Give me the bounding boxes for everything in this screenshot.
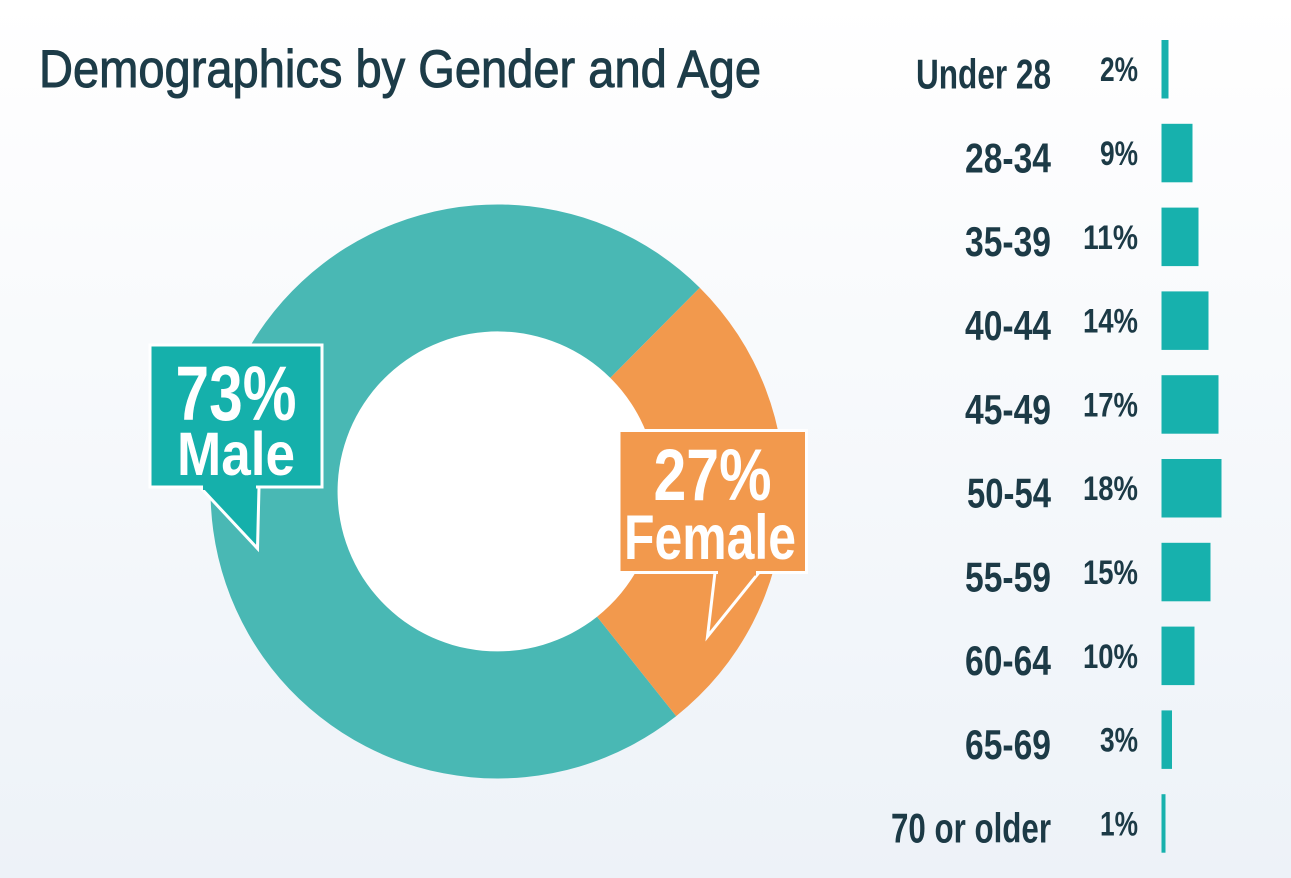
svg-text:73%: 73% [176,351,297,437]
svg-text:Female: Female [624,503,796,573]
svg-text:Male: Male [177,420,295,488]
svg-text:18%: 18% [1083,470,1138,508]
svg-text:17%: 17% [1083,386,1138,424]
svg-text:35-39: 35-39 [965,218,1051,265]
svg-text:45-49: 45-49 [965,386,1051,433]
svg-text:11%: 11% [1083,219,1138,257]
svg-text:15%: 15% [1083,554,1138,592]
svg-text:2%: 2% [1100,51,1138,89]
svg-text:50-54: 50-54 [967,470,1052,517]
svg-text:70 or older: 70 or older [891,805,1051,852]
svg-text:9%: 9% [1100,135,1138,173]
svg-text:55-59: 55-59 [965,553,1051,600]
svg-text:1%: 1% [1100,805,1138,843]
svg-text:28-34: 28-34 [965,134,1052,181]
svg-text:10%: 10% [1083,638,1138,676]
svg-text:14%: 14% [1083,303,1138,341]
svg-text:65-69: 65-69 [965,721,1051,768]
svg-text:3%: 3% [1100,722,1138,760]
svg-text:60-64: 60-64 [965,637,1052,684]
svg-text:27%: 27% [654,435,772,516]
svg-text:40-44: 40-44 [965,302,1052,349]
svg-text:Under 28: Under 28 [916,51,1051,98]
svg-text:Demographics by Gender and Age: Demographics by Gender and Age [39,40,761,99]
